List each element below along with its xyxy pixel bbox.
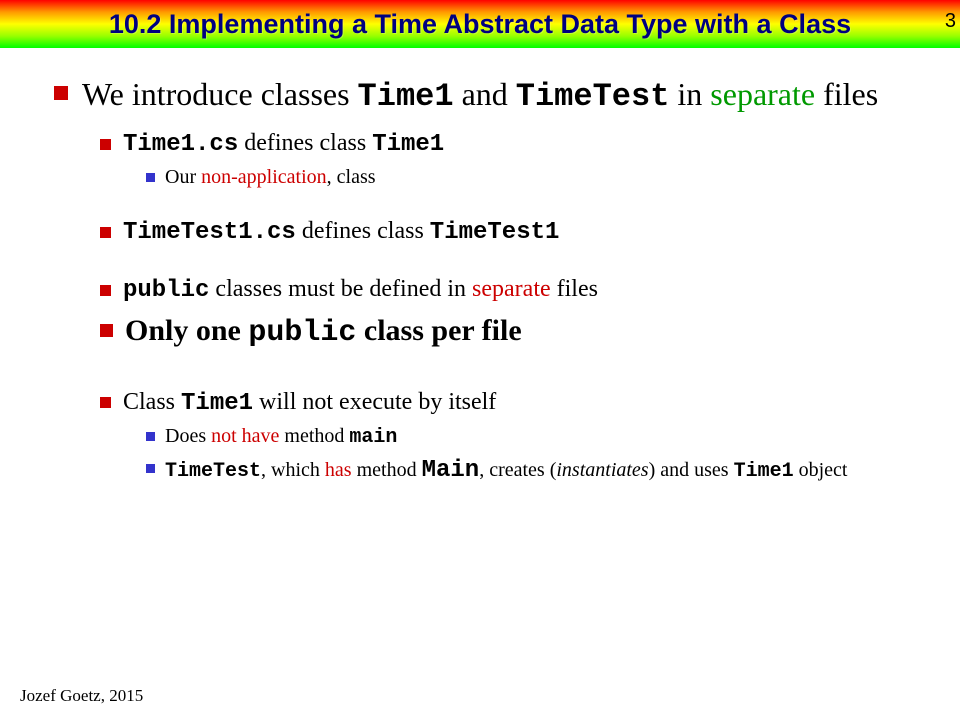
bullet-text: TimeTest, which has method Main, creates… [165, 455, 847, 486]
bullet-text: Time1.cs defines class Time1 [123, 128, 444, 160]
bullet-text: TimeTest1.cs defines class TimeTest1 [123, 216, 559, 248]
slide-footer: Jozef Goetz, 2015 [20, 686, 143, 706]
bullet-icon [146, 432, 155, 441]
bullet-text: We introduce classes Time1 and TimeTest … [82, 74, 878, 118]
bullet-lvl3-nonapp: Our non-application, class [146, 164, 920, 190]
bullet-text: Does not have method main [165, 423, 397, 451]
bullet-icon [100, 227, 111, 238]
bullet-lvl2-only-one: Only one public class per file [100, 311, 920, 353]
bullet-lvl2-timetest1cs: TimeTest1.cs defines class TimeTest1 [100, 216, 920, 248]
slide-content: We introduce classes Time1 and TimeTest … [0, 48, 960, 486]
bullet-lvl3-no-main: Does not have method main [146, 423, 920, 451]
bullet-icon [146, 173, 155, 182]
page-number: 3 [945, 10, 956, 33]
bullet-lvl2-public-separate: public classes must be defined in separa… [100, 274, 920, 306]
bullet-icon [146, 464, 155, 473]
bullet-lvl1-intro: We introduce classes Time1 and TimeTest … [54, 74, 920, 118]
bullet-text: Our non-application, class [165, 164, 376, 190]
bullet-text: Only one public class per file [125, 311, 522, 353]
bullet-icon [100, 139, 111, 150]
bullet-text: Class Time1 will not execute by itself [123, 387, 496, 419]
bullet-icon [100, 285, 111, 296]
bullet-lvl2-not-execute: Class Time1 will not execute by itself [100, 387, 920, 419]
bullet-icon [100, 397, 111, 408]
title-bar: 10.2 Implementing a Time Abstract Data T… [0, 0, 960, 48]
bullet-lvl2-time1cs: Time1.cs defines class Time1 [100, 128, 920, 160]
slide-title: 10.2 Implementing a Time Abstract Data T… [109, 9, 851, 40]
bullet-lvl3-timetest-main: TimeTest, which has method Main, creates… [146, 455, 920, 486]
bullet-icon [54, 86, 68, 100]
bullet-icon [100, 324, 113, 337]
bullet-text: public classes must be defined in separa… [123, 274, 598, 306]
